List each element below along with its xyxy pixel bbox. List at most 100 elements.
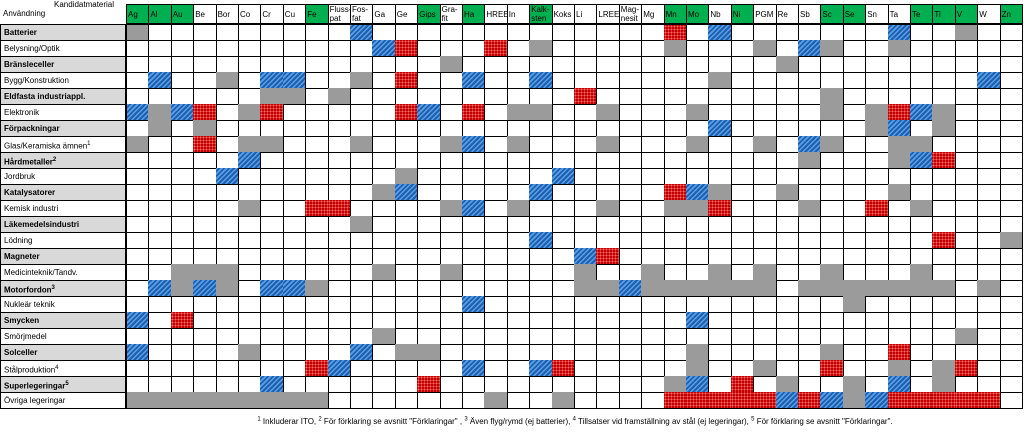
cell-empty xyxy=(327,216,351,233)
cell-empty xyxy=(686,296,710,313)
cell-empty xyxy=(170,328,195,345)
cell-empty xyxy=(260,360,284,377)
cell-empty xyxy=(865,24,889,41)
cell-empty xyxy=(999,328,1023,345)
cell-empty xyxy=(999,200,1023,217)
cell-empty xyxy=(462,232,486,249)
cell-grey xyxy=(439,200,463,217)
column-header: Au xyxy=(170,4,195,24)
cell-empty xyxy=(484,264,508,281)
cell-red-dotted xyxy=(932,392,956,409)
cell-empty xyxy=(417,280,441,297)
cell-empty xyxy=(462,376,486,393)
cell-red-dotted xyxy=(462,104,486,121)
cell-empty xyxy=(910,376,934,393)
cell-empty xyxy=(462,392,486,409)
cell-blue-hatched xyxy=(865,392,889,409)
cell-grey xyxy=(954,24,979,41)
cell-empty xyxy=(999,280,1023,297)
cell-empty xyxy=(887,264,911,281)
cell-empty xyxy=(260,120,284,137)
cell-empty xyxy=(327,120,351,137)
cell-empty xyxy=(417,360,441,377)
cell-empty xyxy=(327,248,351,265)
cell-empty xyxy=(462,40,486,57)
column-header: Ag xyxy=(126,4,150,24)
cell-empty xyxy=(350,184,374,201)
cell-empty xyxy=(350,232,374,249)
cell-empty xyxy=(506,344,531,361)
cell-blue-hatched xyxy=(394,184,419,201)
cell-grey xyxy=(753,264,777,281)
row-label-text: Katalysatorer xyxy=(4,188,56,197)
cell-empty xyxy=(484,232,508,249)
cell-empty xyxy=(215,136,239,153)
cell-empty xyxy=(999,104,1023,121)
cell-empty xyxy=(708,168,732,185)
cell-blue-hatched xyxy=(148,280,172,297)
cell-empty xyxy=(372,344,396,361)
cell-empty xyxy=(350,200,374,217)
cell-empty xyxy=(126,168,150,185)
cell-empty xyxy=(394,232,419,249)
cell-empty xyxy=(954,40,979,57)
cell-red-dotted xyxy=(932,232,956,249)
cell-red-dotted xyxy=(596,248,620,265)
cell-empty xyxy=(798,72,822,89)
cell-grey xyxy=(798,200,822,217)
cell-grey xyxy=(820,264,844,281)
cell-empty xyxy=(910,248,934,265)
cell-empty xyxy=(618,376,643,393)
cell-empty xyxy=(686,40,710,57)
cell-empty xyxy=(999,264,1023,281)
cell-empty xyxy=(865,376,889,393)
cell-empty xyxy=(372,216,396,233)
cell-empty xyxy=(641,360,665,377)
header-top-label: Kandidatmaterial xyxy=(54,0,115,9)
cell-empty xyxy=(148,56,172,73)
cell-grey xyxy=(820,40,844,57)
row-label-text: Medicinteknik/Tandv. xyxy=(4,268,78,277)
cell-empty xyxy=(842,152,867,169)
cell-empty xyxy=(529,328,553,345)
cell-empty xyxy=(999,152,1023,169)
cell-grey xyxy=(708,184,732,201)
row-label-text: Belysning/Optik xyxy=(4,44,60,53)
column-header: Sc xyxy=(820,4,844,24)
cell-empty xyxy=(350,296,374,313)
cell-empty xyxy=(977,120,1001,137)
cell-empty xyxy=(238,184,262,201)
cell-grey xyxy=(596,280,620,297)
cell-red-dotted xyxy=(305,360,329,377)
cell-empty xyxy=(215,296,239,313)
cell-empty xyxy=(798,88,822,105)
cell-empty xyxy=(574,40,598,57)
cell-grey xyxy=(260,136,284,153)
cell-empty xyxy=(462,88,486,105)
cell-grey xyxy=(730,280,755,297)
cell-empty xyxy=(865,56,889,73)
cell-empty xyxy=(126,72,150,89)
cell-empty xyxy=(282,248,307,265)
cell-grey xyxy=(193,392,217,409)
cell-empty xyxy=(305,120,329,137)
cell-empty xyxy=(148,264,172,281)
cell-red-dotted xyxy=(394,72,419,89)
row-label-text: Eldfasta industriappl. xyxy=(4,92,86,101)
cell-empty xyxy=(439,120,463,137)
cell-empty xyxy=(462,216,486,233)
cell-empty xyxy=(193,184,217,201)
cell-empty xyxy=(193,344,217,361)
cell-empty xyxy=(708,312,732,329)
cell-empty xyxy=(820,376,844,393)
cell-empty xyxy=(686,168,710,185)
cell-red-dotted xyxy=(260,104,284,121)
cell-empty xyxy=(170,216,195,233)
cell-empty xyxy=(618,312,643,329)
cell-empty xyxy=(708,296,732,313)
cell-grey xyxy=(193,120,217,137)
cell-empty xyxy=(529,312,553,329)
cell-empty xyxy=(506,72,531,89)
cell-grey xyxy=(574,280,598,297)
cell-empty xyxy=(641,200,665,217)
